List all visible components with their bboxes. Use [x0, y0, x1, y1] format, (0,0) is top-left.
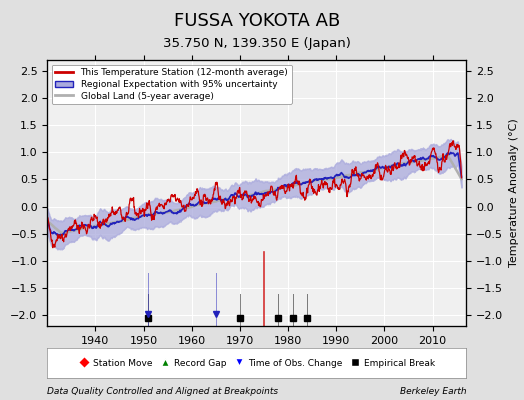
Text: Data Quality Controlled and Aligned at Breakpoints: Data Quality Controlled and Aligned at B…	[47, 387, 278, 396]
Legend: This Temperature Station (12-month average), Regional Expectation with 95% uncer: This Temperature Station (12-month avera…	[52, 64, 292, 104]
Legend: Station Move, Record Gap, Time of Obs. Change, Empirical Break: Station Move, Record Gap, Time of Obs. C…	[75, 356, 438, 370]
Text: Berkeley Earth: Berkeley Earth	[400, 387, 466, 396]
Y-axis label: Temperature Anomaly (°C): Temperature Anomaly (°C)	[509, 119, 519, 267]
Text: FUSSA YOKOTA AB: FUSSA YOKOTA AB	[173, 12, 340, 30]
Text: 35.750 N, 139.350 E (Japan): 35.750 N, 139.350 E (Japan)	[163, 37, 351, 50]
